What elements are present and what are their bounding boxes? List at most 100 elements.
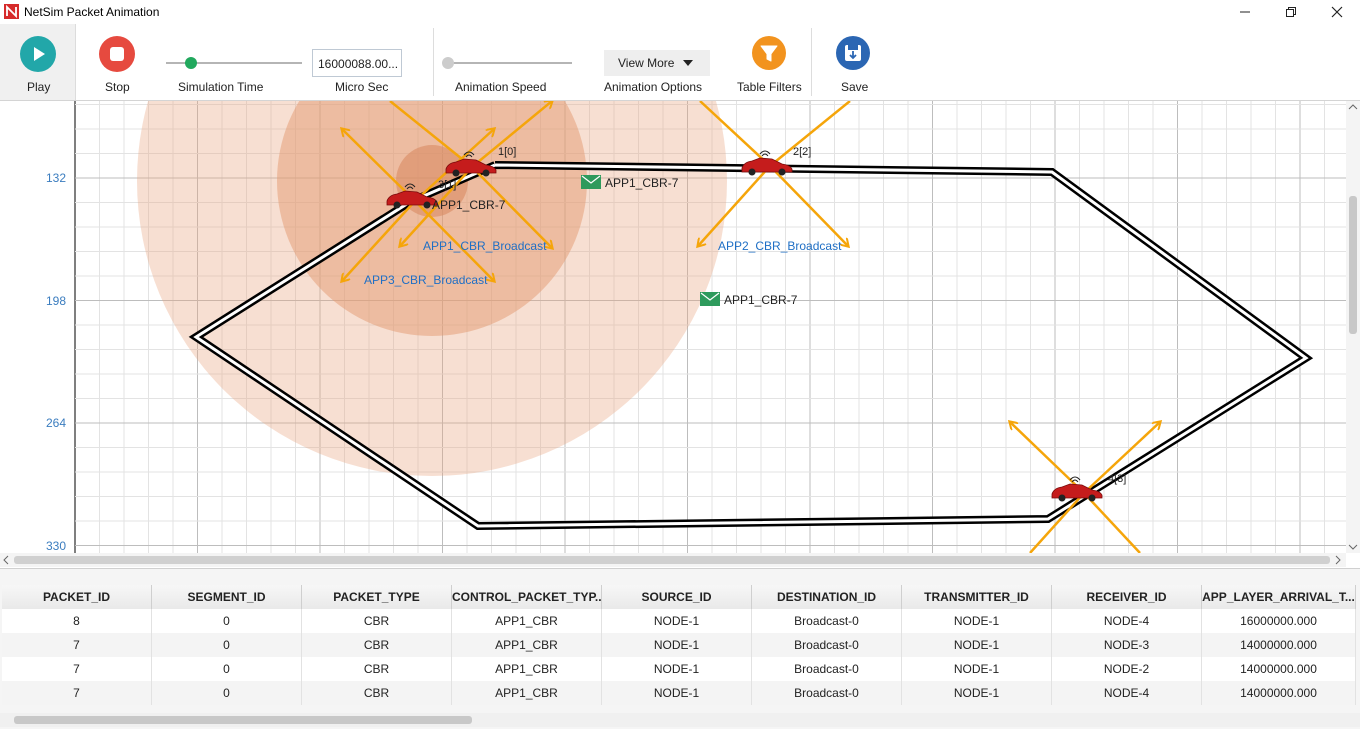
save-button[interactable]: Save: [834, 24, 874, 100]
minimize-button[interactable]: [1222, 0, 1268, 24]
table-cell: 7: [2, 657, 152, 681]
table-cell: 14000000.000: [1202, 657, 1356, 681]
table-cell: 0: [152, 681, 302, 705]
flow-label: APP3_CBR_Broadcast: [364, 273, 488, 287]
close-icon: [1331, 6, 1343, 18]
column-header[interactable]: CONTROL_PACKET_TYP...: [452, 585, 602, 609]
flow-label: APP1_CBR_Broadcast: [423, 239, 547, 253]
node-label: 3[1]: [438, 179, 456, 191]
table-cell: NODE-1: [602, 681, 752, 705]
scrollbar-thumb[interactable]: [1349, 196, 1357, 334]
netsim-logo-icon: [4, 4, 19, 19]
table-cell: NODE-1: [602, 633, 752, 657]
caret-down-icon: [683, 60, 693, 66]
y-tick-label: 132: [46, 171, 66, 185]
column-header[interactable]: SOURCE_ID: [602, 585, 752, 609]
column-header[interactable]: TRANSMITTER_ID: [902, 585, 1052, 609]
table-cell: APP1_CBR: [452, 633, 602, 657]
view-more-label: View More: [618, 56, 675, 70]
y-tick-label: 330: [46, 539, 66, 553]
node-2-car[interactable]: [741, 150, 793, 176]
table-cell: NODE-3: [1052, 633, 1202, 657]
stop-label: Stop: [105, 80, 130, 94]
table-horizontal-scrollbar[interactable]: [0, 713, 1360, 727]
table-cell: 14000000.000: [1202, 633, 1356, 657]
column-header[interactable]: RECEIVER_ID: [1052, 585, 1202, 609]
simulation-time-input[interactable]: 16000088.00...: [312, 49, 402, 77]
table-cell: 7: [2, 681, 152, 705]
table-cell: 16000000.000: [1202, 609, 1356, 633]
restore-icon: [1286, 7, 1296, 17]
node-1-car[interactable]: [445, 151, 497, 177]
canvas-vertical-scrollbar[interactable]: [1346, 101, 1360, 553]
scrollbar-thumb[interactable]: [14, 556, 1330, 564]
play-icon: [20, 36, 56, 72]
canvas-horizontal-scrollbar[interactable]: [0, 553, 1346, 567]
toolbar: Play Stop Simulation Time 16000088.00...…: [0, 24, 1360, 101]
play-label: Play: [27, 80, 51, 94]
node-3-car[interactable]: [386, 183, 438, 209]
table-header-row: PACKET_ID SEGMENT_ID PACKET_TYPE CONTROL…: [2, 585, 1356, 609]
scroll-up-icon: [1348, 104, 1358, 110]
node-label: 4[3]: [1108, 473, 1126, 485]
table-cell: 8: [2, 609, 152, 633]
stop-icon: [99, 36, 135, 72]
car-icon: [1051, 476, 1103, 502]
table-row[interactable]: 8 0 CBR APP1_CBR NODE-1 Broadcast-0 NODE…: [2, 609, 1356, 633]
column-header[interactable]: DESTINATION_ID: [752, 585, 902, 609]
table-filters-button[interactable]: Table Filters: [735, 24, 805, 100]
scroll-right-icon: [1335, 555, 1341, 565]
table-cell: NODE-1: [602, 657, 752, 681]
table-body: 8 0 CBR APP1_CBR NODE-1 Broadcast-0 NODE…: [2, 609, 1356, 705]
maximize-button[interactable]: [1268, 0, 1314, 24]
table-cell: APP1_CBR: [452, 657, 602, 681]
table-filters-label: Table Filters: [737, 80, 802, 94]
minimize-icon: [1240, 11, 1250, 13]
table-cell: NODE-2: [1052, 657, 1202, 681]
column-header[interactable]: APP_LAYER_ARRIVAL_T...: [1202, 585, 1356, 609]
y-tick-label: 264: [46, 416, 66, 430]
table-row[interactable]: 7 0 CBR APP1_CBR NODE-1 Broadcast-0 NODE…: [2, 633, 1356, 657]
table-cell: NODE-1: [902, 657, 1052, 681]
column-header[interactable]: PACKET_TYPE: [302, 585, 452, 609]
table-cell: NODE-1: [902, 609, 1052, 633]
column-header[interactable]: SEGMENT_ID: [152, 585, 302, 609]
car-icon: [445, 151, 497, 177]
packet-label: APP1_CBR-7: [432, 198, 506, 212]
simulation-time-slider-thumb[interactable]: [185, 57, 197, 69]
table-cell: NODE-4: [1052, 609, 1202, 633]
packet-trace-table: PACKET_ID SEGMENT_ID PACKET_TYPE CONTROL…: [0, 568, 1360, 729]
animation-speed-slider[interactable]: [444, 62, 572, 64]
table-cell: 0: [152, 609, 302, 633]
animation-canvas[interactable]: 132 198 264 330 1[0] 2[2] 3[1] 4[3] APP1…: [0, 101, 1346, 553]
view-more-dropdown[interactable]: View More: [604, 50, 710, 76]
animation-speed-slider-thumb[interactable]: [442, 57, 454, 69]
table-cell: CBR: [302, 681, 452, 705]
table-row[interactable]: 7 0 CBR APP1_CBR NODE-1 Broadcast-0 NODE…: [2, 681, 1356, 705]
stop-button[interactable]: Stop: [96, 24, 140, 100]
play-button[interactable]: Play: [0, 24, 76, 100]
scroll-left-icon: [3, 555, 9, 565]
packet-envelope-icon[interactable]: [700, 292, 720, 306]
scrollbar-thumb[interactable]: [14, 716, 472, 724]
save-icon: [836, 36, 870, 70]
network-plot: 132 198 264 330 1[0] 2[2] 3[1] 4[3] APP1…: [0, 101, 1346, 553]
toolbar-divider: [433, 28, 434, 96]
car-icon: [741, 150, 793, 176]
column-header[interactable]: PACKET_ID: [2, 585, 152, 609]
road-path: [188, 161, 1314, 531]
table-cell: 14000000.000: [1202, 681, 1356, 705]
window-title: NetSim Packet Animation: [24, 5, 160, 19]
close-button[interactable]: [1314, 0, 1360, 24]
car-icon: [386, 183, 438, 209]
table-cell: NODE-1: [902, 633, 1052, 657]
simulation-time-slider[interactable]: [166, 62, 302, 64]
packet-envelope-icon[interactable]: [581, 175, 601, 189]
table-row[interactable]: 7 0 CBR APP1_CBR NODE-1 Broadcast-0 NODE…: [2, 657, 1356, 681]
node-4-car[interactable]: [1051, 476, 1103, 502]
table-cell: 0: [152, 633, 302, 657]
table-cell: CBR: [302, 609, 452, 633]
packet-label: APP1_CBR-7: [605, 176, 679, 190]
broadcast-arrows: [342, 101, 1160, 553]
y-tick-label: 198: [46, 294, 66, 308]
